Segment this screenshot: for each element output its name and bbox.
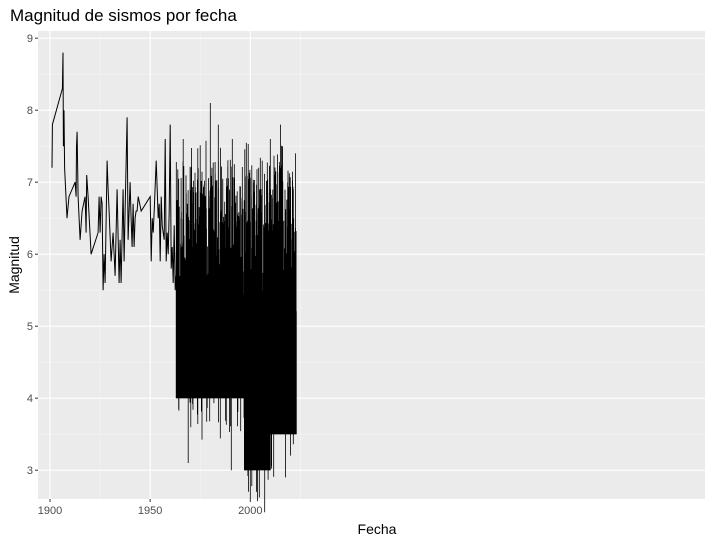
plot-panel — [38, 31, 705, 499]
y-axis-ticks: 3 4 5 6 7 8 9 — [27, 33, 38, 477]
y-tick-label: 3 — [27, 465, 33, 477]
x-axis-ticks: 1900 1950 2000 — [38, 499, 263, 517]
x-tick-label: 1950 — [138, 505, 162, 517]
y-tick-label: 6 — [27, 249, 33, 261]
y-axis-title: Magnitud — [6, 236, 22, 294]
y-tick-label: 5 — [27, 321, 33, 333]
x-tick-label: 2000 — [238, 505, 262, 517]
x-axis-title: Fecha — [358, 521, 397, 537]
x-tick-label: 1900 — [38, 505, 62, 517]
chart-title: Magnitud de sismos por fecha — [10, 6, 237, 25]
y-tick-label: 7 — [27, 177, 33, 189]
series-line — [51, 52, 177, 291]
y-tick-label: 9 — [27, 33, 33, 45]
dense-series-spikes — [175, 103, 297, 513]
y-tick-label: 8 — [27, 105, 33, 117]
dense-data-band — [175, 103, 297, 513]
y-tick-label: 4 — [27, 393, 33, 405]
grid-minor — [38, 31, 705, 499]
